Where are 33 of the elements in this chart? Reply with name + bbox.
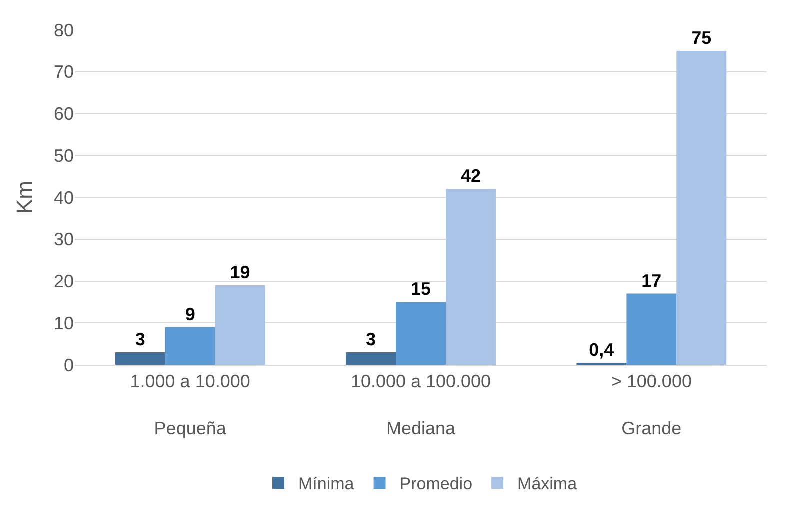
category-label: > 100.000 Grande — [611, 372, 692, 438]
data-label: 19 — [230, 262, 250, 282]
data-label: 75 — [692, 28, 712, 48]
bar — [396, 302, 446, 365]
legend-label: Mínima — [298, 474, 355, 494]
legend-label: Máxima — [518, 474, 578, 494]
y-tick-label: 60 — [54, 104, 74, 124]
y-tick-label: 30 — [54, 230, 74, 250]
y-tick-label: 10 — [54, 313, 74, 334]
bar — [165, 327, 216, 365]
bar — [215, 285, 266, 365]
data-label: 9 — [185, 304, 196, 324]
y-tick-label: 70 — [54, 62, 74, 82]
bar — [446, 189, 496, 365]
y-tick-label: 40 — [54, 188, 74, 208]
y-tick-label: 0 — [64, 355, 74, 376]
data-label: 42 — [460, 166, 481, 186]
y-tick-label: 80 — [54, 20, 74, 40]
bar — [676, 50, 727, 365]
bar — [626, 294, 677, 365]
y-tick-label: 50 — [54, 146, 74, 166]
y-tick-label: 20 — [54, 272, 74, 292]
legend-label: Promedio — [400, 474, 473, 494]
bar — [115, 352, 166, 365]
category-label: 1.000 a 10.000 Pequeña — [130, 372, 250, 438]
y-axis-title: Km — [12, 181, 37, 214]
data-label: 3 — [135, 329, 146, 350]
data-label: 3 — [366, 329, 376, 350]
category-label: 10.000 a 100.000 Mediana — [350, 372, 492, 438]
data-label: 15 — [410, 279, 432, 300]
data-label: 17 — [642, 270, 662, 291]
data-label: 0,4 — [589, 340, 614, 360]
bar — [346, 352, 396, 365]
